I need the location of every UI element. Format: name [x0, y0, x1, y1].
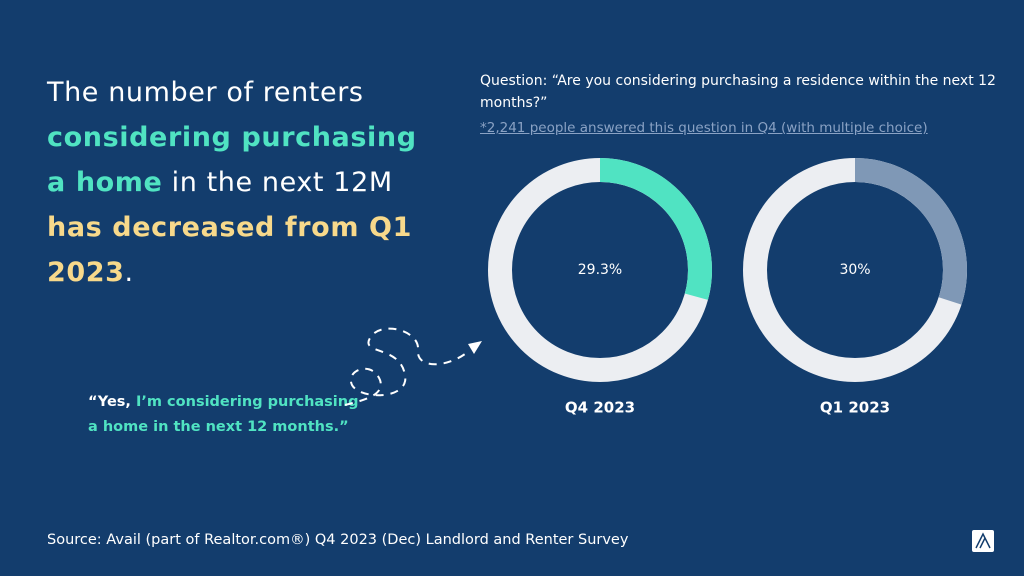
headline-text: . — [124, 257, 134, 288]
donut-segment — [854, 158, 967, 305]
quote-highlight: I’m considering purchasing a home in the… — [88, 394, 359, 435]
quote: “Yes, I’m considering purchasing a home … — [88, 390, 363, 440]
headline-text: in the next 12M — [162, 167, 393, 198]
arrow-path — [344, 327, 471, 406]
question: Question: “Are you considering purchasin… — [480, 73, 996, 111]
logo-mark — [975, 532, 991, 549]
arrow-head — [468, 341, 482, 354]
headline-text: The number of renters — [47, 77, 364, 108]
headline-highlight: has decreased from Q1 2023 — [47, 212, 412, 288]
source: Source: Avail (part of Realtor.com®) Q4 … — [47, 532, 629, 548]
value-label: 30% — [839, 262, 870, 278]
quote-text: “Yes, — [88, 394, 136, 410]
category-label: Q1 2023 — [820, 399, 890, 417]
note: *2,241 people answered this question in … — [480, 120, 928, 136]
donut-segment — [599, 158, 712, 300]
headline-highlight: considering purchasing a home — [47, 122, 417, 198]
value-label: 29.3% — [578, 262, 622, 278]
headline: The number of renters considering purcha… — [47, 70, 437, 295]
category-label: Q4 2023 — [565, 399, 635, 417]
